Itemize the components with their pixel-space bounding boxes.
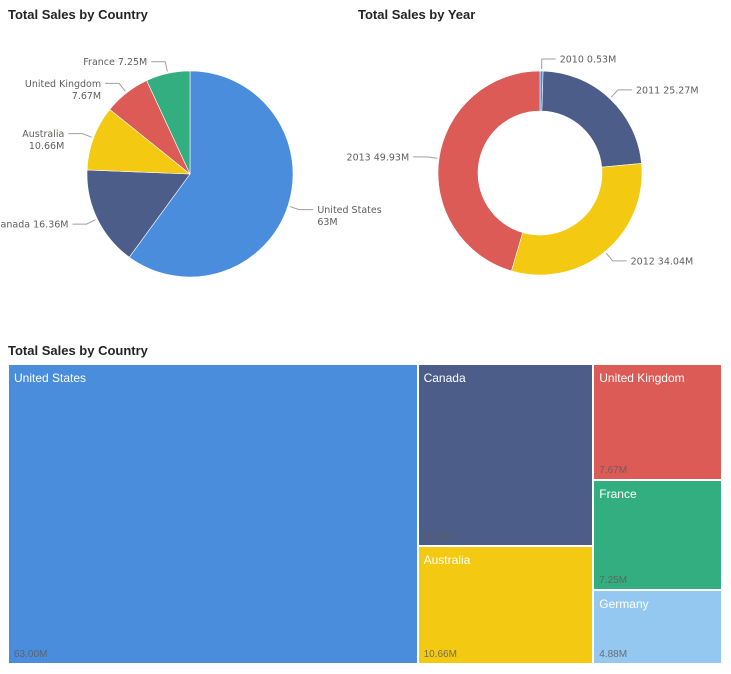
treemap-tile-value: 16.36M: [423, 530, 457, 542]
pie-data-label: United Kingdom 7.67M: [25, 79, 101, 102]
treemap-tile-value: 63.00M: [14, 649, 48, 660]
treemap-tile-value: 7.67M: [599, 465, 628, 477]
donut-leader-line: [541, 58, 556, 70]
treemap-tile-france[interactable]: France 7.25M: [593, 480, 722, 591]
pie-data-label: United States 63M: [317, 205, 381, 228]
pie-data-label: France 7.25M: [83, 57, 147, 68]
pie-slice-france[interactable]: [146, 70, 191, 175]
donut-data-label: 2011 25.27M: [636, 85, 699, 96]
treemap-tile-label: Canada: [423, 371, 466, 385]
pie-leader-line: [72, 219, 96, 225]
donut-chart-title: Total Sales by Year: [358, 7, 476, 22]
treemap-tile-value: 10.66M: [423, 648, 457, 660]
donut-leader-line: [610, 89, 633, 98]
donut-leader-line: [413, 156, 438, 159]
pie-leader-line: [68, 133, 92, 138]
treemap-tile-label: France: [599, 487, 637, 502]
pie-leader-line: [151, 61, 168, 72]
treemap-tile-label: Germany: [599, 597, 649, 612]
treemap-tile-label: United Kingdom: [599, 371, 685, 385]
pie-slice-united-states[interactable]: [128, 70, 294, 278]
treemap-chart: United States 63.00M Canada 16.36M Australia…: [8, 364, 722, 664]
treemap-title: Total Sales by Country: [8, 343, 148, 358]
donut-slice-2012[interactable]: [511, 163, 643, 276]
treemap-tile-australia[interactable]: Australia 10.66M: [417, 545, 594, 664]
donut-slice-2011[interactable]: [541, 70, 642, 168]
treemap-tile-united-kingdom[interactable]: United Kingdom 7.67M: [593, 364, 722, 481]
pie-chart-title: Total Sales by Country: [8, 7, 148, 22]
donut-data-label: 2010 0.53M: [560, 55, 617, 66]
pie-slice-canada[interactable]: [86, 169, 191, 258]
treemap-tile-canada[interactable]: Canada 16.36M: [417, 364, 594, 546]
pie-leader-line: [289, 206, 314, 211]
donut-data-label: 2012 34.04M: [631, 256, 694, 267]
treemap-tile-germany[interactable]: Germany 4.88M: [593, 590, 722, 664]
donut-leader-line: [605, 252, 627, 262]
pie-and-donut-charts: United States 63M Canada 16.36M Australia 10…: [0, 55, 699, 278]
pie-leader-line: [105, 82, 126, 92]
treemap-tile-label: Australia: [423, 552, 471, 567]
treemap-tile-value: 4.88M: [599, 648, 628, 660]
treemap-tile-united-states[interactable]: United States 63.00M: [8, 364, 418, 664]
pie-data-label: Canada 16.36M: [0, 220, 68, 231]
pie-data-label: Australia 10.66M: [22, 129, 64, 152]
treemap-tile-label: United States: [14, 371, 87, 385]
donut-slice-2013[interactable]: [437, 70, 541, 272]
donut-data-label: 2013 49.93M: [347, 152, 410, 163]
treemap-tile-value: 7.25M: [599, 575, 628, 587]
